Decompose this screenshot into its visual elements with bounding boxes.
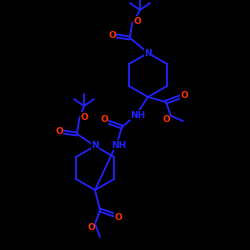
- Text: O: O: [162, 116, 170, 124]
- Text: O: O: [114, 212, 122, 222]
- Text: O: O: [87, 224, 95, 232]
- Text: O: O: [180, 90, 188, 100]
- Text: NH: NH: [112, 140, 127, 149]
- Text: O: O: [80, 112, 88, 122]
- Text: O: O: [55, 128, 63, 136]
- Text: NH: NH: [130, 110, 146, 120]
- Text: N: N: [144, 48, 152, 58]
- Text: O: O: [100, 116, 108, 124]
- Text: O: O: [108, 32, 116, 40]
- Text: N: N: [91, 142, 99, 150]
- Text: O: O: [133, 16, 141, 26]
